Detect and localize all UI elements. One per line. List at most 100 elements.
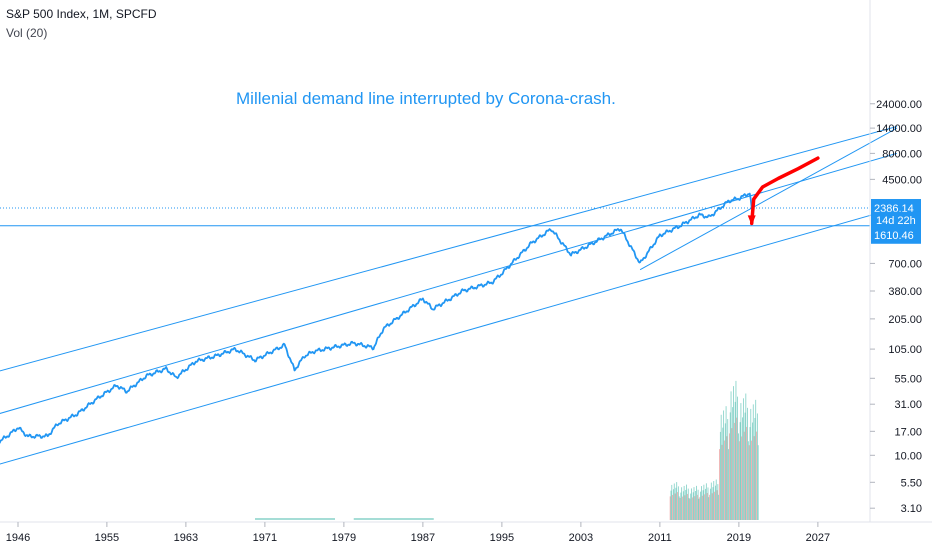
volume-bar [709,494,711,520]
volume-bar [744,412,746,520]
price-axis[interactable]: 24000.00 14000.00 8000.00 4500.00 700.00 380.… [870,99,922,515]
volume-bar [353,518,434,520]
volume-bar [688,497,690,520]
volume-bar [701,486,702,520]
volume-bar [692,492,694,520]
x-tick-label: 2027 [806,532,830,544]
volume-bar [676,482,678,520]
volume-bar [705,483,707,520]
y-tick-label: 8000.00 [882,148,922,160]
volume-bar [752,404,754,520]
volume-bar [686,484,687,520]
volume-bar [722,427,724,520]
volume-bar [711,493,713,520]
volume-bar [719,449,720,521]
symbol-title[interactable]: S&P 500 Index, 1M, SPCFD [6,7,157,21]
volume-bar [695,491,697,520]
trend-line [0,207,898,465]
y-tick-label: 17.00 [894,426,922,438]
volume-bar [713,481,715,520]
volume-bar [680,492,682,520]
x-tick-label: 1987 [411,532,435,544]
forecast-path [747,156,820,226]
volume-bar [733,386,734,521]
volume-bar [724,423,726,520]
volume-bar [738,433,739,521]
x-tick-label: 2019 [727,532,751,544]
y-tick-label: 4500.00 [882,174,922,186]
y-tick-label: 31.00 [894,399,922,411]
volume-bar [696,485,697,520]
forecast-curve [749,156,820,226]
volume-bar [671,484,673,520]
x-tick-label: 2003 [569,532,593,544]
volume-bar [734,401,736,521]
trend-channel-lines [0,126,898,465]
volume-bar [757,445,759,520]
volume-bar [751,440,753,520]
volume-bar [728,449,729,521]
volume-bar [733,422,735,521]
y-tick-label: 14000.00 [876,123,922,135]
volume-bar [693,487,695,520]
level-price-tag [871,211,921,244]
volume-bar [721,444,723,520]
x-tick-label: 1955 [95,532,119,544]
volume-bar [730,391,732,521]
volume-bar [710,482,712,520]
volume-bar [681,487,683,520]
volume-bar [669,496,671,521]
volume-bar [720,414,722,520]
level-price-label: 1610.46 [874,230,914,242]
volume-bar [752,422,753,520]
volume-bar [703,484,705,520]
volume-bar [674,493,676,520]
volume-bar [712,487,714,520]
y-tick-label: 55.00 [894,373,922,385]
volume-bar [725,406,727,520]
time-axis[interactable]: 1946 1955 1963 1971 1979 1987 1995 2003 2011 2019… [6,522,830,544]
volume-bar [747,407,748,520]
trend-line [0,152,898,414]
horizontal-levels [0,207,870,227]
y-tick-label: 105.00 [888,344,922,356]
volume-bar [740,403,742,520]
volume-indicator-label[interactable]: Vol (20) [6,26,48,40]
volume-bar [682,496,683,520]
volume-bar [756,431,757,520]
volume-bar [717,484,719,520]
volume-bar [694,496,696,520]
volume-bar [706,493,708,520]
volume-bar [675,487,677,520]
volume-bar [689,498,691,520]
volume-bar [755,399,757,520]
volume-bar [682,491,684,520]
volume-bar [715,479,717,520]
volume-bar [704,494,706,520]
volume-bar [736,417,738,521]
volume-bar [255,518,335,520]
price-series [0,192,753,444]
volume-bar [685,489,687,520]
volume-bars [255,380,759,521]
volume-bar [696,494,698,520]
chart-annotation[interactable]: Millenial demand line interrupted by Cor… [236,89,616,108]
volume-bar [677,492,678,520]
volume-bar [723,410,725,520]
forecast-arrowhead [747,215,756,226]
volume-bar [729,412,731,521]
volume-bar [750,408,752,520]
trend-line [0,126,898,372]
volume-bar [735,380,737,521]
x-tick-label: 1946 [6,532,30,544]
y-tick-label: 10.00 [894,450,922,462]
volume-bar [756,413,758,520]
volume-bar [753,436,755,520]
volume-bar [726,436,728,520]
volume-bar [724,440,725,520]
volume-bar [714,491,715,520]
volume-bar [727,419,729,520]
volume-bar [707,487,709,520]
volume-bar [677,486,679,520]
